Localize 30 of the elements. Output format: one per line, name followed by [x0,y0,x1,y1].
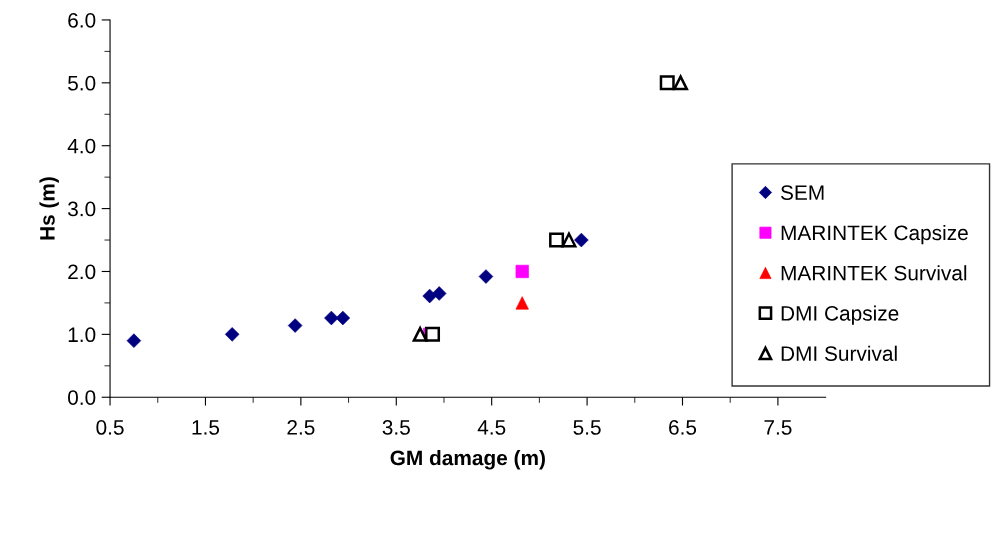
y-tick-label: 0.0 [68,390,96,405]
x-tick-label: 6.5 [669,420,697,435]
y-tick-label: 4.0 [67,138,96,154]
y-tick-label: 6.0 [68,12,96,28]
point [659,75,675,91]
y-tick-label: 1.0 [68,327,96,343]
x-tick-label: 0.5 [96,420,124,435]
legend-label: DMI Survival [781,345,897,361]
point [549,232,565,248]
point [673,75,689,91]
legend-label: MARINTEK Survival [781,265,967,281]
x-tick-label: 3.5 [382,420,410,435]
y-tick-label: 2.0 [68,264,96,280]
x-tick-label: 7.5 [764,420,792,435]
point [431,286,447,301]
legend-label: SEM [780,185,824,200]
y-tick-label: 3.0 [67,201,96,217]
x-axis-title: GM damage (m) [390,450,545,470]
x-tick-label: 4.5 [477,420,506,435]
point [574,232,589,248]
legend-label: DMI Capsize [781,305,899,325]
point [478,269,494,284]
x-tick-label: 2.5 [287,420,315,435]
point [425,326,441,342]
y-axis-title: Hs (m) [39,177,59,240]
legend-label: MARINTEK Capsize [781,224,968,245]
point [126,333,142,348]
x-tick-label: 5.5 [573,420,601,435]
y-tick-label: 5.0 [68,75,96,91]
x-tick-label: 1.5 [192,420,220,435]
